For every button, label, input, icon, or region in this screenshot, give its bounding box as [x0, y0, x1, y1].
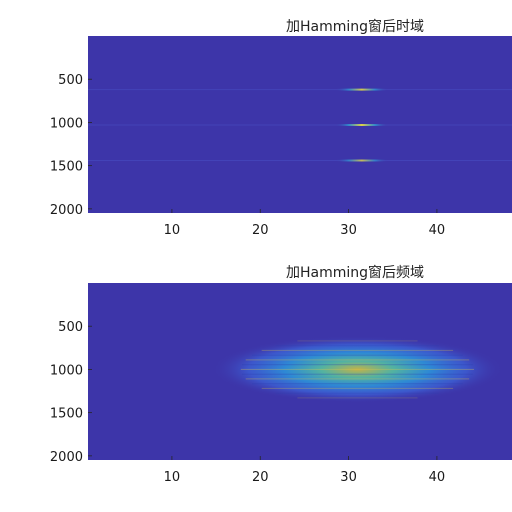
frequency-domain-striation — [252, 383, 463, 385]
frequency-domain-striation — [242, 364, 473, 366]
frequency-domain-title: 加Hamming窗后频域 — [286, 264, 424, 281]
time-domain-peak-line — [335, 124, 389, 126]
time-domain-title: 加Hamming窗后时域 — [286, 18, 424, 35]
time-domain-x-tick-label: 40 — [429, 223, 446, 238]
time-domain-y-tick-label: 2000 — [50, 203, 83, 218]
time-domain-peak-line — [335, 159, 389, 162]
frequency-domain-x-ticks: 10 20 30 40 — [164, 456, 446, 485]
frequency-domain-striation — [297, 340, 418, 342]
time-domain-panel: 加Hamming窗后时域 10 20 30 40 500 1000 1500 2000 — [50, 18, 512, 238]
time-domain-row-line — [88, 89, 512, 91]
frequency-domain-panel: 加Hamming窗后频域 10 20 30 40 500 1000 1500 2000 — [50, 264, 512, 485]
frequency-domain-y-tick-label: 500 — [58, 320, 83, 335]
frequency-domain-y-tick-label: 1500 — [50, 407, 83, 422]
time-domain-y-tick-label: 1000 — [50, 116, 83, 131]
frequency-domain-x-tick-label: 40 — [429, 470, 446, 485]
time-domain-x-tick-label: 20 — [252, 223, 269, 238]
frequency-domain-striation — [275, 345, 439, 347]
time-domain-peak-line — [335, 88, 389, 91]
frequency-domain-striation — [240, 368, 474, 370]
frequency-domain-y-tick-label: 1000 — [50, 363, 83, 378]
frequency-domain-x-tick-label: 20 — [252, 470, 269, 485]
time-domain-features — [88, 88, 512, 162]
time-domain-y-tick-label: 1500 — [50, 160, 83, 175]
time-domain-y-ticks: 500 1000 1500 2000 — [50, 73, 92, 218]
frequency-domain-y-ticks: 500 1000 1500 2000 — [50, 320, 92, 465]
time-domain-y-tick-label: 500 — [58, 73, 83, 88]
frequency-domain-x-tick-label: 30 — [340, 470, 357, 485]
frequency-domain-striation — [297, 397, 418, 399]
frequency-domain-striation — [275, 392, 439, 394]
frequency-domain-striation — [242, 373, 473, 375]
frequency-domain-striation — [261, 349, 454, 351]
frequency-domain-striation — [245, 378, 470, 380]
frequency-domain-striation — [245, 359, 470, 361]
time-domain-x-tick-label: 10 — [164, 223, 181, 238]
frequency-domain-striation — [261, 387, 454, 389]
time-domain-x-ticks: 10 20 30 40 — [164, 209, 446, 238]
frequency-domain-striation — [252, 354, 463, 356]
frequency-domain-energy-blob — [211, 336, 504, 403]
frequency-domain-x-tick-label: 10 — [164, 470, 181, 485]
time-domain-row-line — [88, 160, 512, 161]
frequency-domain-features — [211, 336, 504, 403]
time-domain-row-line — [88, 124, 512, 126]
frequency-domain-y-tick-label: 2000 — [50, 450, 83, 465]
time-domain-x-tick-label: 30 — [340, 223, 357, 238]
